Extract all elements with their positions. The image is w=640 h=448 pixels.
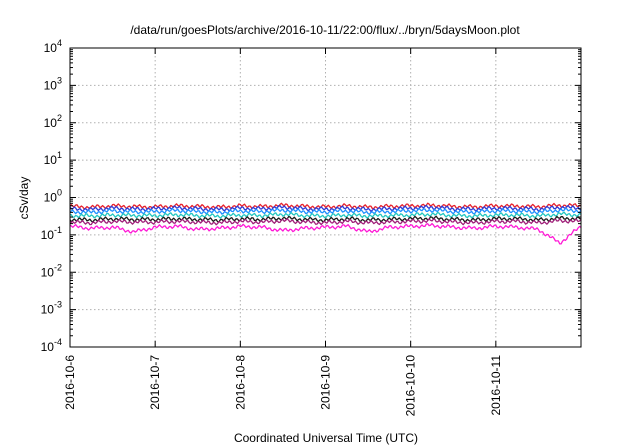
x-tick-label: 2016-10-8 [233, 355, 247, 410]
x-axis: 2016-10-6 2016-10-7 2016-10-8 2016-10-9 2016… [63, 48, 503, 416]
y-axis: 10-4 10-3 10-2 10-1 100 101 102 103 104 [41, 38, 581, 354]
y-tick-label: 103 [44, 75, 62, 92]
series-line [69, 211, 582, 219]
y-tick-label: 10-4 [41, 337, 62, 354]
x-tick-label: 2016-10-9 [319, 355, 333, 410]
series-line [69, 207, 582, 216]
series-line [69, 218, 582, 226]
series-line [69, 204, 582, 213]
y-tick-label: 10-2 [41, 262, 62, 279]
series-layer [69, 202, 582, 245]
y-tick-label: 10-3 [41, 300, 62, 317]
chart-title: /data/run/goesPlots/archive/2016-10-11/2… [130, 23, 520, 37]
y-tick-label: 10-1 [41, 225, 62, 242]
x-tick-label: 2016-10-7 [148, 355, 162, 410]
series-line [69, 222, 582, 245]
grid-layer [70, 48, 581, 347]
y-tick-label: 100 [44, 188, 62, 205]
series-line [69, 202, 582, 210]
x-tick-label: 2016-10-11 [489, 355, 503, 416]
y-tick-label: 104 [44, 38, 62, 55]
x-tick-label: 2016-10-6 [63, 355, 77, 410]
y-axis-label: cSv/day [17, 177, 31, 220]
y-tick-label: 102 [44, 113, 62, 130]
x-axis-label: Coordinated Universal Time (UTC) [234, 431, 418, 445]
y-tick-label: 101 [44, 150, 62, 167]
x-tick-label: 2016-10-10 [404, 355, 418, 417]
